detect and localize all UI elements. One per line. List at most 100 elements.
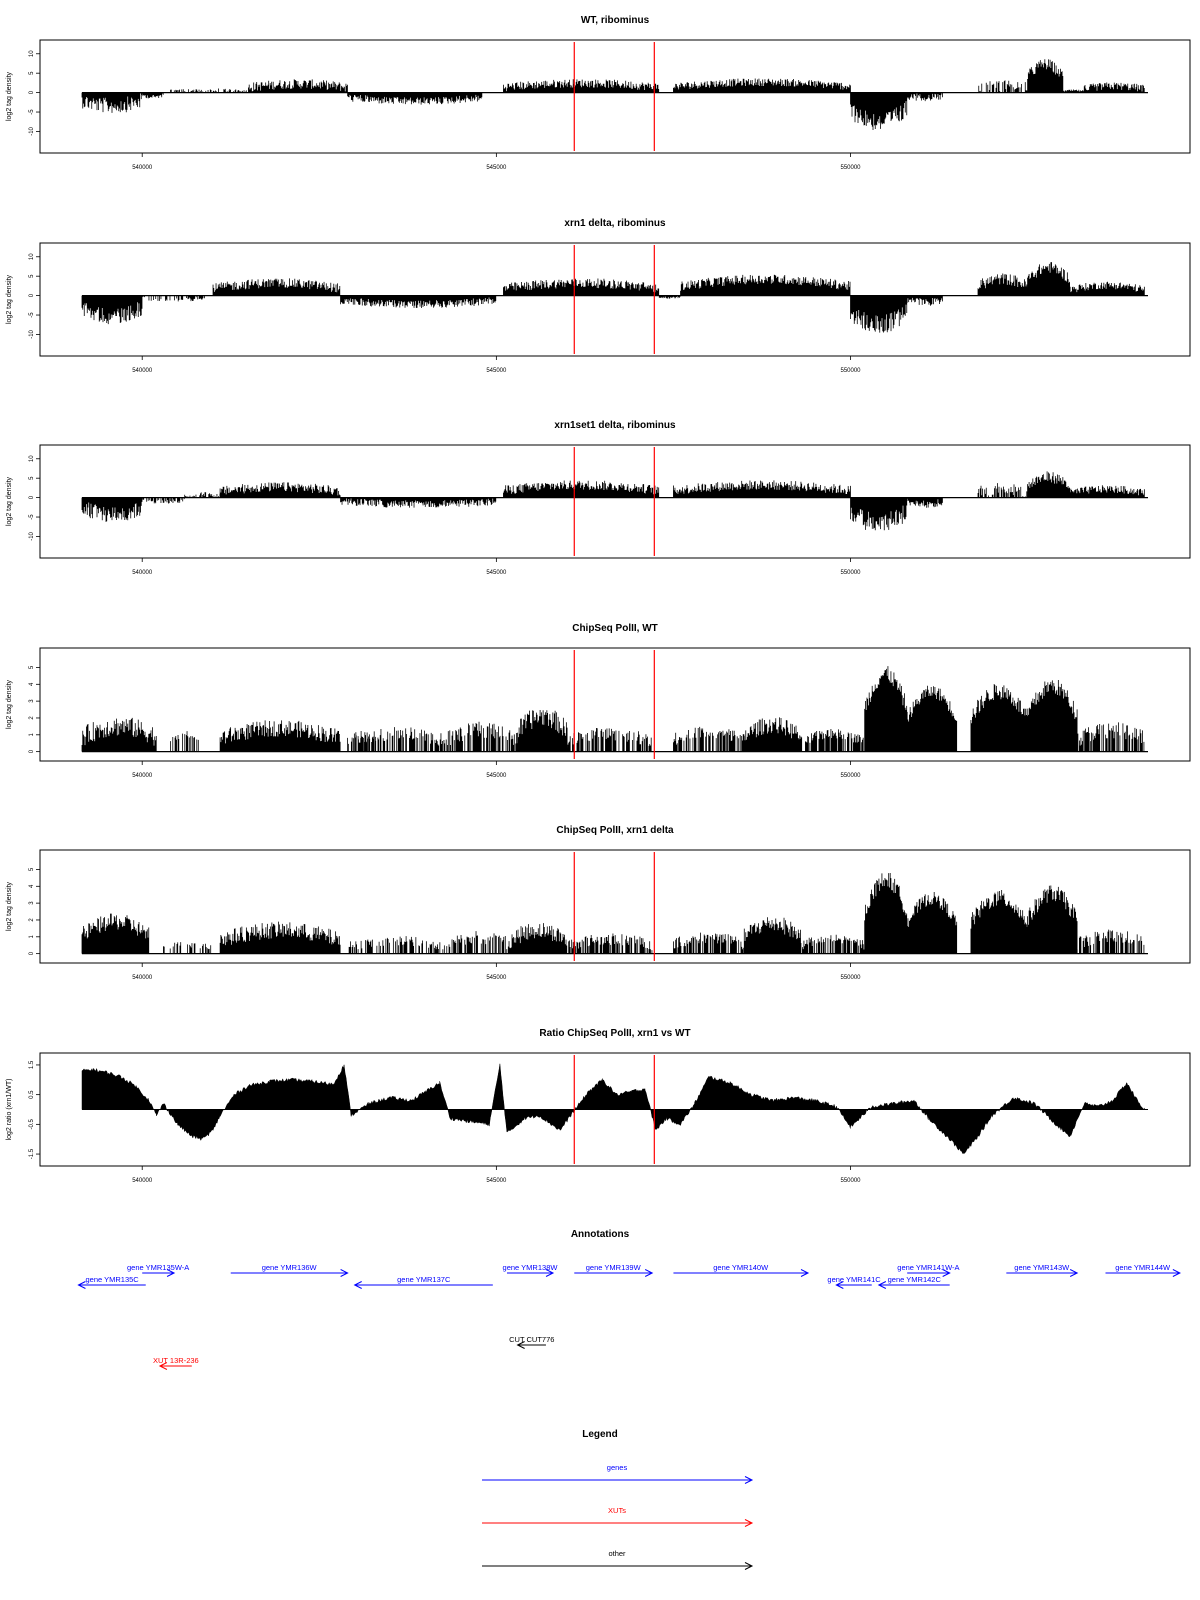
y-tick-label: 0 [29, 495, 35, 499]
legend-arrow [482, 1519, 754, 1527]
x-tick-label: 550000 [840, 773, 861, 779]
y-tick-label: 2 [29, 716, 35, 720]
density-bars [81, 471, 1145, 531]
annotation-arrow [506, 1269, 555, 1277]
annotation-label: gene YMR142C [888, 1275, 942, 1284]
panel-title: ChipSeq PolII, xrn1 delta [556, 825, 674, 836]
y-tick-label: 5 [29, 71, 35, 75]
y-tick-label: 0 [29, 90, 35, 94]
y-tick-label: 0 [29, 749, 35, 753]
density-bars [81, 262, 1145, 333]
annotation-arrow [230, 1269, 349, 1277]
y-tick-label: 5 [29, 867, 35, 871]
annotation-arrow [158, 1362, 192, 1370]
x-tick-label: 540000 [132, 975, 153, 981]
annotation-label: gene YMR139W [586, 1263, 642, 1272]
x-tick-label: 540000 [132, 368, 153, 374]
x-tick-label: 540000 [132, 773, 153, 779]
legend-panel: Legend genes XUTs other [482, 1429, 754, 1570]
x-tick-label: 550000 [840, 368, 861, 374]
y-tick-label: 3 [29, 901, 35, 905]
plot-frame [39, 849, 1191, 964]
y-tick-label: 10 [29, 253, 35, 260]
y-tick-label: 0 [29, 951, 35, 955]
x-tick-label: 540000 [132, 1178, 153, 1184]
annotation-label: CUT CUT776 [509, 1335, 554, 1344]
y-tick-label: 1 [29, 934, 35, 938]
panel-title: WT, ribominus [581, 15, 650, 26]
annotation-label: gene YMR137C [397, 1275, 451, 1284]
annotation-arrow [877, 1281, 950, 1289]
density-bars [81, 666, 1145, 752]
x-tick-label: 540000 [132, 165, 153, 171]
annotation-arrow [907, 1269, 951, 1277]
y-axis-label: log2 tag density [6, 881, 13, 931]
y-axis-label: log2 tag density [6, 476, 13, 526]
annotation-label: gene YMR138W [503, 1263, 559, 1272]
annotation-arrow [353, 1281, 493, 1289]
y-tick-label: 1.5 [29, 1060, 35, 1069]
panel-xrn1set1: xrn1set1 delta, ribominus log2 tag densit… [6, 420, 1191, 576]
annotation-arrow [574, 1269, 654, 1277]
y-tick-label: 0.5 [29, 1090, 35, 1099]
y-axis-label: log2 tag density [6, 274, 13, 324]
plot-frame [39, 444, 1191, 559]
panel-title: Ratio ChipSeq PolII, xrn1 vs WT [539, 1028, 690, 1039]
ratio-area [81, 1063, 1145, 1155]
y-axis-label: log2 ratio (xrn1/WT) [6, 1079, 13, 1141]
x-tick-label: 540000 [132, 570, 153, 576]
y-tick-label: 5 [29, 274, 35, 278]
legend-title: Legend [582, 1429, 618, 1440]
y-axis-label: log2 tag density [6, 71, 13, 121]
panel-chip_xrn1: ChipSeq PolII, xrn1 delta log2 tag densit… [6, 825, 1191, 981]
annotations-panel: Annotations gene YMR135W-A gene YMR135C ge… [77, 1229, 1181, 1370]
y-tick-label: 2 [29, 918, 35, 922]
x-tick-label: 545000 [486, 975, 507, 981]
panel-ratio: Ratio ChipSeq PolII, xrn1 vs WT log2 rati… [6, 1028, 1191, 1184]
plot-frame [39, 39, 1191, 154]
y-tick-label: 10 [29, 50, 35, 57]
annotation-arrow [1105, 1269, 1181, 1277]
annotation-label: gene YMR144W [1115, 1263, 1171, 1272]
y-tick-label: -10 [29, 329, 35, 338]
legend-arrow [482, 1476, 754, 1484]
density-bars [81, 59, 1145, 131]
y-tick-label: 4 [29, 682, 35, 686]
plot-frame [39, 242, 1191, 357]
legend-label: genes [607, 1463, 628, 1472]
x-tick-label: 545000 [486, 570, 507, 576]
y-tick-label: 5 [29, 476, 35, 480]
x-tick-label: 545000 [486, 773, 507, 779]
annotation-label: gene YMR135W-A [127, 1263, 189, 1272]
panel-title: xrn1 delta, ribominus [564, 218, 666, 229]
legend-arrow [482, 1562, 754, 1570]
annotation-label: gene YMR140W [713, 1263, 769, 1272]
annotation-arrow [835, 1281, 872, 1289]
y-tick-label: -1.5 [29, 1148, 35, 1159]
plot-frame [39, 1052, 1191, 1167]
y-tick-label: 4 [29, 884, 35, 888]
y-tick-label: -0.5 [29, 1119, 35, 1130]
panel-title: ChipSeq PolII, WT [572, 623, 658, 634]
panel-title: xrn1set1 delta, ribominus [554, 420, 676, 431]
density-bars [81, 872, 1145, 954]
y-tick-label: 3 [29, 699, 35, 703]
y-tick-label: 10 [29, 455, 35, 462]
y-tick-label: 1 [29, 732, 35, 736]
panel-wt: WT, ribominus log2 tag density -10 -5 0 5 10 54… [6, 15, 1191, 171]
legend-label: XUTs [608, 1506, 626, 1515]
x-tick-label: 545000 [486, 1178, 507, 1184]
x-tick-label: 550000 [840, 570, 861, 576]
annotation-label: gene YMR135C [85, 1275, 139, 1284]
annotation-arrow [77, 1281, 146, 1289]
annotation-arrow [142, 1269, 176, 1277]
y-tick-label: -10 [29, 531, 35, 540]
annotation-arrow [516, 1341, 546, 1349]
x-tick-label: 550000 [840, 1178, 861, 1184]
y-tick-label: 5 [29, 665, 35, 669]
annotation-arrow [1006, 1269, 1079, 1277]
x-tick-label: 545000 [486, 165, 507, 171]
y-tick-label: -5 [29, 312, 35, 318]
y-axis-label: log2 tag density [6, 679, 13, 729]
